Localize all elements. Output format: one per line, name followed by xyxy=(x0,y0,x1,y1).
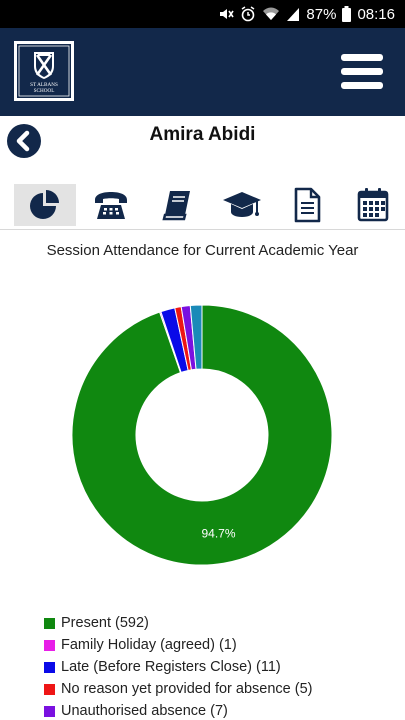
logo-text-line2: SCHOOL xyxy=(34,88,55,94)
legend-item[interactable]: No reason yet provided for absence (5) xyxy=(44,678,399,700)
tab-reports[interactable] xyxy=(276,184,338,226)
legend-label: Present (592) xyxy=(61,615,149,631)
attendance-chart: 94.7% xyxy=(0,270,405,600)
legend-item[interactable]: Late (Before Registers Close) (11) xyxy=(44,656,399,678)
student-tabs xyxy=(0,180,405,230)
menu-bar xyxy=(341,82,383,89)
status-icons: 87% 08:16 xyxy=(218,0,395,28)
document-icon xyxy=(294,187,321,223)
mute-icon xyxy=(218,6,235,22)
student-header: Amira Abidi xyxy=(0,116,405,172)
tab-contacts[interactable] xyxy=(80,184,142,226)
slice-data-label: 94.7% xyxy=(201,527,235,541)
legend-item[interactable]: Present (592) xyxy=(44,612,399,634)
legend-swatch xyxy=(44,705,55,717)
tab-homework[interactable] xyxy=(146,184,208,226)
chart-title: Session Attendance for Current Academic … xyxy=(46,242,359,259)
tab-attendance[interactable] xyxy=(14,184,76,226)
graduation-cap-icon xyxy=(223,192,261,217)
back-arrow-icon xyxy=(16,130,30,152)
school-crest: ST ALBANS SCHOOL xyxy=(17,44,71,98)
alarm-icon xyxy=(240,6,256,22)
calendar-icon xyxy=(357,188,389,222)
wifi-icon xyxy=(262,6,280,22)
legend-swatch xyxy=(44,639,55,651)
legend-label: No reason yet provided for absence (5) xyxy=(61,681,313,697)
signal-icon xyxy=(286,6,300,22)
menu-bar xyxy=(341,68,383,75)
tab-academic[interactable] xyxy=(211,184,273,226)
hamburger-menu-icon[interactable] xyxy=(341,54,383,92)
legend-item[interactable]: Unauthorised absence (7) xyxy=(44,700,399,720)
pie-slice-other[interactable] xyxy=(189,304,203,370)
back-button[interactable] xyxy=(7,124,41,158)
legend-swatch xyxy=(44,683,55,695)
tab-calendar[interactable] xyxy=(342,184,404,226)
legend-label: Unauthorised absence (7) xyxy=(61,703,228,719)
status-bar: 87% 08:16 xyxy=(0,0,405,28)
app-bar: ST ALBANS SCHOOL xyxy=(0,28,405,116)
menu-bar xyxy=(341,54,383,61)
school-logo[interactable]: ST ALBANS SCHOOL xyxy=(14,41,74,101)
legend-label: Family Holiday (agreed) (1) xyxy=(61,637,237,653)
legend-swatch xyxy=(44,661,55,673)
legend-swatch xyxy=(44,617,55,629)
student-name: Amira Abidi xyxy=(149,124,256,145)
logo-wordmark: ST ALBANS SCHOOL xyxy=(30,82,58,94)
battery-percent: 87% xyxy=(306,5,337,23)
battery-icon xyxy=(342,6,352,22)
book-icon xyxy=(162,191,190,221)
pie-chart-icon xyxy=(30,190,59,219)
logo-text-line1: ST ALBANS xyxy=(30,82,58,88)
status-time: 08:16 xyxy=(357,5,395,23)
telephone-icon xyxy=(95,192,127,219)
donut-chart: 94.7% xyxy=(71,304,333,566)
pie-slice-present[interactable] xyxy=(71,304,333,566)
chart-legend: Present (592) Family Holiday (agreed) (1)… xyxy=(44,612,399,720)
legend-label: Late (Before Registers Close) (11) xyxy=(61,659,281,675)
legend-item[interactable]: Family Holiday (agreed) (1) xyxy=(44,634,399,656)
